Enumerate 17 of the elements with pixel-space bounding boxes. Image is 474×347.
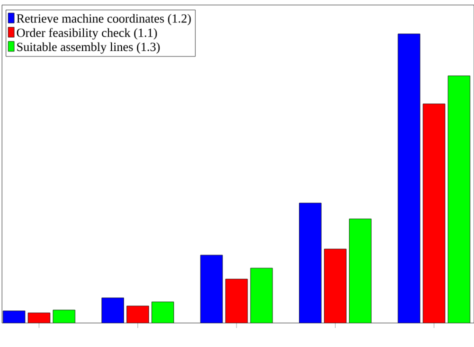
bar	[448, 76, 470, 323]
bar	[225, 278, 248, 323]
legend-label: Suitable assembly lines (1.3)	[17, 42, 160, 54]
legend-label: Order feasibility check (1.1)	[16, 28, 157, 40]
bar	[152, 302, 174, 323]
bar	[398, 34, 420, 323]
bar	[250, 268, 273, 323]
bar	[126, 306, 149, 323]
bar	[422, 104, 446, 323]
bar	[200, 254, 223, 323]
bar	[2, 310, 26, 323]
bar	[102, 298, 124, 323]
bar	[349, 218, 372, 323]
bar	[28, 312, 50, 323]
bar	[299, 202, 322, 323]
legend-label: Retrieve machine coordinates (1.2)	[16, 14, 191, 26]
bar	[324, 248, 346, 323]
